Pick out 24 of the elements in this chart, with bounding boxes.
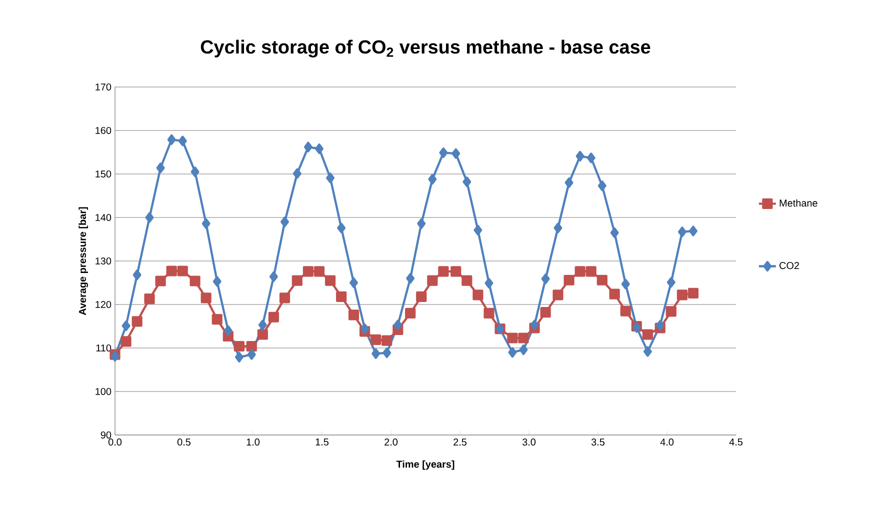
y-tick-label: 120: [96, 300, 112, 308]
x-tick-label: 0.0: [108, 438, 122, 446]
y-tick-label: 150: [96, 170, 112, 178]
y-tick-label: 110: [96, 344, 112, 352]
y-tick-label: 90: [100, 431, 112, 439]
chart-title: Cyclic storage of CO$_{2}$ versus methane - base case: [200, 40, 650, 58]
x-tick-label: 3.0: [522, 438, 536, 446]
y-tick-label: 100: [96, 388, 112, 396]
y-tick-label: 140: [96, 214, 112, 222]
x-tick-label: 1.5: [316, 438, 329, 446]
x-tick-label: 4.0: [660, 438, 674, 446]
x-tick-label: 2.5: [454, 438, 467, 446]
x-tick-label: 4.5: [729, 438, 743, 446]
x-tick-label: 3.5: [591, 438, 605, 446]
x-tick-label: 1.0: [246, 438, 260, 446]
legend-label: CO2: [780, 262, 800, 270]
x-axis-title: Time [years]: [396, 460, 454, 470]
y-tick-label: 170: [96, 83, 112, 91]
y-tick-label: 160: [96, 126, 112, 134]
x-tick-label: 0.5: [177, 438, 191, 446]
y-axis-title: Average pressure [bar]: [78, 207, 88, 316]
y-tick-label: 130: [96, 257, 112, 265]
x-tick-label: 2.0: [384, 438, 398, 446]
legend-label: Methane: [780, 199, 818, 207]
